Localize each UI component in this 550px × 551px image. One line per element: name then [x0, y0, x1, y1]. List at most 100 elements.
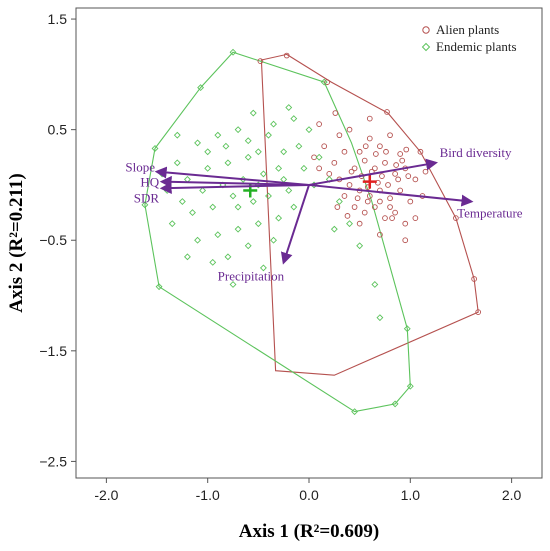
alien-point [387, 204, 393, 210]
endemic-point [249, 109, 257, 117]
alien-point [387, 195, 393, 202]
endemic-point [234, 126, 242, 134]
alien-point [366, 193, 373, 199]
alien-point [379, 173, 385, 179]
endemic-point [141, 201, 149, 209]
alien-point [354, 195, 361, 202]
alien-point [377, 231, 383, 238]
alien-point [326, 171, 333, 177]
endemic-point [173, 131, 181, 139]
alien-point [356, 220, 363, 227]
precipitation-vector [280, 184, 310, 265]
slope-vector [154, 166, 310, 186]
alien-point [331, 159, 338, 166]
endemic-point [214, 231, 222, 239]
alien-point [334, 204, 341, 210]
endemic-point [199, 187, 207, 194]
hq-vector-label: HQ [140, 175, 159, 190]
endemic-point [168, 220, 176, 228]
temperature-vector-label: Temperature [457, 206, 523, 221]
alien-point [321, 143, 328, 150]
alien-point [407, 198, 414, 205]
alien-point [377, 198, 383, 205]
alien-point [346, 126, 353, 133]
hq-vector [159, 175, 310, 188]
x-tick-label: -1.0 [196, 487, 220, 503]
endemic-point [229, 192, 237, 200]
endemic-point [376, 314, 384, 322]
legend-endemic-label: Endemic plants [436, 39, 517, 54]
alien-point [402, 220, 409, 227]
x-tick-label: 2.0 [502, 487, 522, 503]
legend: Alien plants Endemic plants [421, 22, 517, 54]
endemic-point [204, 148, 212, 156]
endemic-point [280, 148, 288, 156]
alien-point [385, 182, 391, 188]
endemic-point [229, 48, 237, 56]
y-tick-label: −1.5 [39, 343, 67, 359]
hull-layer [144, 51, 479, 413]
alien-point [412, 215, 419, 221]
alien-point [405, 173, 412, 179]
alien-point [417, 148, 424, 155]
alien-point [397, 151, 404, 157]
alien-point [316, 165, 322, 172]
endemic-point [254, 220, 262, 228]
endemic-point [214, 131, 222, 139]
alien-point [397, 187, 404, 194]
alien-point [453, 215, 459, 221]
endemic-point [244, 153, 252, 161]
endemic-point [371, 281, 379, 288]
alien-point [361, 209, 368, 216]
alien-point [316, 121, 322, 127]
endemic-point [254, 148, 262, 156]
alien-point [392, 209, 398, 216]
endemic-point [320, 78, 328, 86]
sdr-vector [159, 182, 310, 195]
alien-point [399, 157, 406, 164]
alien-point [475, 309, 482, 315]
endemic-point [270, 120, 277, 128]
plot-frame [75, 7, 543, 479]
legend-alien-label: Alien plants [436, 22, 499, 37]
alien-point [362, 143, 369, 150]
alien-point [283, 52, 290, 59]
alien-point [382, 159, 388, 166]
alien-point [412, 176, 419, 183]
alien-point [361, 157, 368, 164]
endemic-point [330, 225, 338, 233]
endemic-point [204, 164, 212, 172]
endemic-point [189, 209, 196, 217]
y-tick-label: −2.5 [39, 453, 67, 469]
sdr-vector-label: SDR [134, 190, 160, 205]
x-tick-label: -2.0 [94, 487, 118, 503]
endemic-point [356, 242, 364, 250]
endemic-point [151, 145, 159, 152]
endemic-point [194, 236, 202, 244]
endemic-point [234, 203, 242, 211]
alien-point [324, 79, 331, 85]
temperature-vector [308, 183, 474, 207]
endemic-point [270, 236, 277, 244]
endemic-point [335, 198, 343, 205]
endemic-point [155, 283, 163, 291]
endemic-point [275, 164, 283, 172]
alien-point [346, 182, 353, 188]
x-axis-title: Axis 1 (R²=0.609) [239, 521, 380, 542]
alien-point [341, 148, 348, 155]
endemic-point [224, 253, 232, 261]
alien-point [341, 193, 348, 199]
alien-point [402, 237, 409, 244]
alien-point [371, 165, 378, 172]
endemic-point [265, 131, 272, 139]
endemic-point [209, 258, 217, 266]
endemic-point [249, 198, 257, 205]
alien-point [351, 165, 358, 172]
endemic-point [403, 325, 411, 333]
endemic-point [305, 126, 313, 134]
alien-point [471, 276, 477, 282]
alien-point [257, 58, 264, 64]
endemic-point [406, 382, 414, 390]
